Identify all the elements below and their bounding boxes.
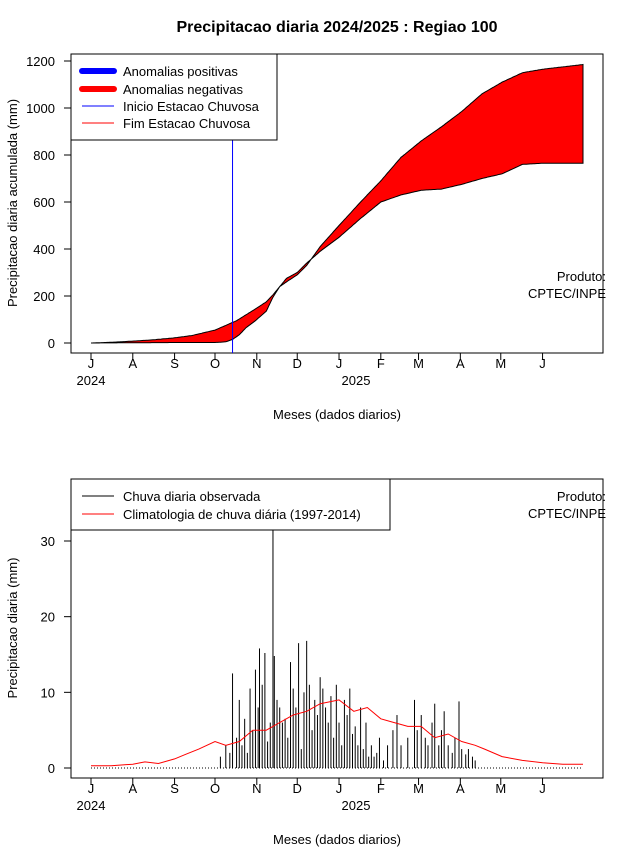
top-y-tick-label: 600: [33, 195, 55, 210]
top-x-axis-label: Meses (dados diarios): [273, 407, 401, 422]
top-year-label-2025: 2025: [342, 373, 371, 388]
top-x-tick-label: A: [456, 356, 465, 371]
legend-label-climatology: Climatologia de chuva diária (1997-2014): [123, 507, 361, 522]
top-x-tick-label: J: [336, 356, 343, 371]
bottom-x-tick-label: M: [413, 781, 424, 796]
chart-title: Precipitacao diaria 2024/2025 : Regiao 1…: [176, 19, 497, 36]
anomaly-negative-area: [91, 63, 584, 344]
bottom-plot-area: 0 10 20 30 J A S O N D J F M A M J: [41, 529, 583, 796]
top-year-label-2024: 2024: [77, 373, 106, 388]
bottom-y-tick-label: 0: [48, 761, 55, 776]
top-x-tick-label: M: [495, 356, 506, 371]
bottom-year-label-2025: 2025: [342, 798, 371, 813]
top-plot-area: 0 200 400 600 800 1000 1200 J A S O N D J F M A M J: [26, 54, 584, 371]
bottom-x-tick-label: O: [210, 781, 220, 796]
top-y-tick-label: 0: [48, 336, 55, 351]
legend-label-observed: Chuva diaria observada: [123, 489, 261, 504]
bottom-legend: Chuva diaria observada Climatologia de c…: [70, 478, 391, 531]
top-y-axis-label: Precipitacao diaria acumulada (mm): [5, 99, 20, 307]
top-y-tick-label: 200: [33, 289, 55, 304]
bottom-year-label-2024: 2024: [77, 798, 106, 813]
top-x-tick-label: D: [293, 356, 302, 371]
bottom-x-tick-label: J: [336, 781, 343, 796]
bottom-y-tick-label: 10: [41, 685, 55, 700]
top-plot-frame: [70, 53, 604, 354]
legend-label-fim: Fim Estacao Chuvosa: [123, 116, 251, 131]
bottom-x-tick-label: M: [495, 781, 506, 796]
bottom-produto-line1: Produto:: [557, 489, 606, 504]
top-x-tick-label: M: [413, 356, 424, 371]
top-y-tick-label: 1200: [26, 54, 55, 69]
top-x-tick-label: N: [252, 356, 261, 371]
top-produto-line1: Produto:: [557, 269, 606, 284]
top-y-tick-label: 800: [33, 148, 55, 163]
bottom-x-tick-label: F: [377, 781, 385, 796]
top-x-tick-label: F: [377, 356, 385, 371]
bottom-x-tick-label: J: [539, 781, 546, 796]
top-x-tick-label: A: [128, 356, 137, 371]
top-x-tick-label: J: [88, 356, 95, 371]
bottom-x-tick-label: N: [252, 781, 261, 796]
legend-label-negative: Anomalias negativas: [123, 82, 243, 97]
top-x-tick-label: O: [210, 356, 220, 371]
bottom-produto-line2: CPTEC/INPE: [528, 506, 606, 521]
climatology-line: [91, 699, 583, 767]
bottom-legend-box: [70, 478, 391, 531]
bottom-x-tick-label: A: [456, 781, 465, 796]
bottom-y-tick-label: 30: [41, 534, 55, 549]
bottom-x-tick-label: D: [293, 781, 302, 796]
bottom-x-axis-label: Meses (dados diarios): [273, 832, 401, 847]
top-x-tick-label: S: [170, 356, 179, 371]
top-x-tick-label: J: [539, 356, 546, 371]
bottom-x-tick-label: J: [88, 781, 95, 796]
top-y-tick-label: 1000: [26, 101, 55, 116]
bottom-x-tick-label: S: [170, 781, 179, 796]
legend-label-positive: Anomalias positivas: [123, 64, 238, 79]
bottom-x-tick-label: A: [128, 781, 137, 796]
top-legend: Anomalias positivas Anomalias negativas …: [70, 53, 278, 141]
top-y-tick-label: 400: [33, 242, 55, 257]
bottom-y-tick-label: 20: [41, 610, 55, 625]
legend-label-inicio: Inicio Estacao Chuvosa: [123, 99, 260, 114]
bottom-y-axis-label: Precipitacao diaria (mm): [5, 558, 20, 699]
top-produto-line2: CPTEC/INPE: [528, 286, 606, 301]
